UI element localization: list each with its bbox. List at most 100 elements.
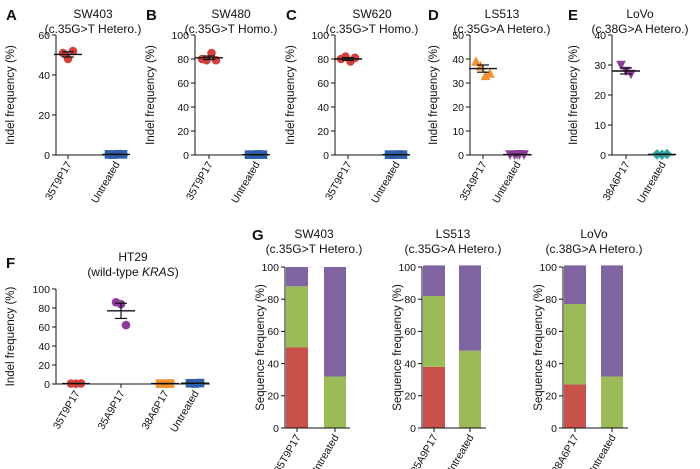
y-tick-label: 80	[545, 294, 557, 306]
chart-title: LS513	[436, 227, 471, 241]
chart-G1: G SW403(c.35G>T Hetero.) Sequence frequenc…	[252, 227, 362, 469]
bar-segment-purple	[459, 265, 481, 351]
x-tick-label: Untreated	[443, 432, 477, 469]
bar-segment-purple	[286, 267, 308, 287]
chart-C: C SW620(c.35G>T Homo.) Indel frequency (%)…	[285, 7, 418, 205]
y-axis-label: Sequence frequency (%)	[533, 284, 545, 411]
chart-title: SW480	[211, 7, 251, 21]
x-tick-label: Untreated	[308, 432, 342, 469]
y-axis-label: Sequence frequency (%)	[255, 284, 267, 411]
chart-A: A SW403(c.35G>T Hetero.) Indel frequency (…	[5, 7, 141, 205]
chart-subtitle-part: (wild-type	[87, 265, 142, 279]
y-tick-label: 20	[177, 126, 189, 138]
chart-title: LoVo	[626, 7, 654, 21]
chart-subtitle: (c.38G>A Hetero.)	[591, 22, 688, 36]
y-tick-label: 80	[404, 294, 416, 306]
y-tick-label: 80	[267, 294, 279, 306]
y-tick-label: 100	[398, 262, 416, 274]
x-tick-label: 35T9P17	[51, 388, 83, 431]
chart-subtitle-part: (c.35G>A Hetero.)	[404, 242, 501, 256]
x-tick-label: 35T9P17	[272, 432, 304, 469]
chart-B: B SW480(c.35G>T Homo.) Indel frequency (%)…	[145, 7, 277, 205]
chart-F: F HT29(wild-type KRAS) Indel frequency (%)…	[5, 250, 210, 434]
chart-subtitle: (c.35G>A Hetero.)	[404, 242, 501, 256]
x-tick-label: 35A9P17	[458, 159, 490, 203]
x-tick-label: 38A6P17	[550, 432, 582, 469]
x-tick-label: 35T9P17	[184, 159, 216, 202]
y-tick-label: 60	[545, 326, 557, 338]
chart-subtitle: (c.35G>T Hetero.)	[266, 242, 363, 256]
bar-segment-purple	[324, 267, 346, 377]
bar-segment-purple	[423, 265, 445, 296]
x-tick-label: Untreated	[585, 432, 619, 469]
chart-subtitle: (c.38G>A Hetero.)	[545, 242, 642, 256]
y-tick-label: 100	[261, 262, 279, 274]
x-tick-label: Untreated	[89, 159, 123, 205]
x-tick-label: 35T9P17	[323, 159, 355, 202]
y-tick-label: 40	[545, 358, 557, 370]
panel-label: C	[286, 7, 297, 24]
panel-label: G	[252, 227, 264, 244]
y-tick-label: 10	[594, 120, 606, 132]
y-tick-label: 30	[594, 60, 606, 72]
y-tick-label: 60	[38, 30, 50, 42]
y-tick-label: 20	[594, 90, 606, 102]
x-tick-label: 38A6P17	[601, 159, 633, 203]
chart-subtitle: (c.35G>A Hetero.)	[453, 22, 550, 36]
chart-title: SW620	[352, 7, 392, 21]
y-tick-label: 0	[183, 150, 189, 162]
bar-segment-red	[423, 366, 445, 428]
y-tick-label: 30	[452, 78, 464, 90]
y-tick-label: 60	[317, 78, 329, 90]
chart-subtitle-part: (c.38G>A Hetero.)	[591, 22, 688, 36]
y-tick-label: 40	[38, 70, 50, 82]
bar-segment-green	[423, 295, 445, 367]
y-tick-label: 80	[38, 303, 50, 315]
bar-segment-green	[459, 350, 481, 428]
x-tick-label: 35A9P17	[409, 432, 441, 469]
y-tick-label: 100	[311, 30, 329, 42]
y-tick-label: 0	[273, 423, 279, 435]
y-tick-label: 20	[404, 391, 416, 403]
y-tick-label: 60	[267, 326, 279, 338]
y-tick-label: 100	[539, 262, 557, 274]
chart-title: SW403	[73, 7, 113, 21]
y-tick-label: 20	[545, 391, 557, 403]
bar-segment-purple	[601, 265, 623, 377]
panel-label: D	[428, 7, 439, 24]
y-tick-label: 0	[551, 423, 557, 435]
chart-D: D LS513(c.35G>A Hetero.) Indel frequency (…	[428, 7, 551, 205]
chart-title: LoVo	[580, 227, 608, 241]
data-point	[485, 68, 495, 78]
y-tick-label: 20	[452, 102, 464, 114]
bar-segment-green	[324, 376, 346, 428]
chart-subtitle-part: (c.35G>A Hetero.)	[453, 22, 550, 36]
bar-segment-red	[286, 347, 308, 428]
y-tick-label: 40	[267, 358, 279, 370]
y-axis-label: Indel frequency (%)	[145, 45, 157, 145]
bar-segment-green	[564, 304, 586, 385]
y-tick-label: 40	[177, 102, 189, 114]
data-point	[58, 48, 68, 58]
y-tick-label: 10	[452, 126, 464, 138]
chart-title: HT29	[118, 250, 148, 264]
x-tick-label: Untreated	[490, 159, 524, 205]
chart-subtitle: (c.35G>T Hetero.)	[45, 22, 142, 36]
y-tick-label: 40	[317, 102, 329, 114]
bar-segment-purple	[564, 265, 586, 305]
y-tick-label: 20	[317, 126, 329, 138]
chart-subtitle: (c.35G>T Homo.)	[326, 22, 419, 36]
panel-label: A	[6, 7, 17, 24]
chart-subtitle-part: (c.38G>A Hetero.)	[545, 242, 642, 256]
chart-subtitle-part: KRAS	[142, 265, 175, 279]
y-tick-label: 0	[323, 150, 329, 162]
chart-G3: LoVo(c.38G>A Hetero.) Sequence frequency …	[533, 227, 643, 469]
data-point	[471, 56, 481, 66]
y-axis-label: Sequence frequency (%)	[392, 284, 404, 411]
x-tick-label: 35A9P17	[96, 388, 128, 432]
data-point	[121, 320, 131, 330]
x-tick-label: Untreated	[229, 159, 263, 205]
y-tick-label: 20	[38, 360, 50, 372]
y-tick-label: 60	[404, 326, 416, 338]
